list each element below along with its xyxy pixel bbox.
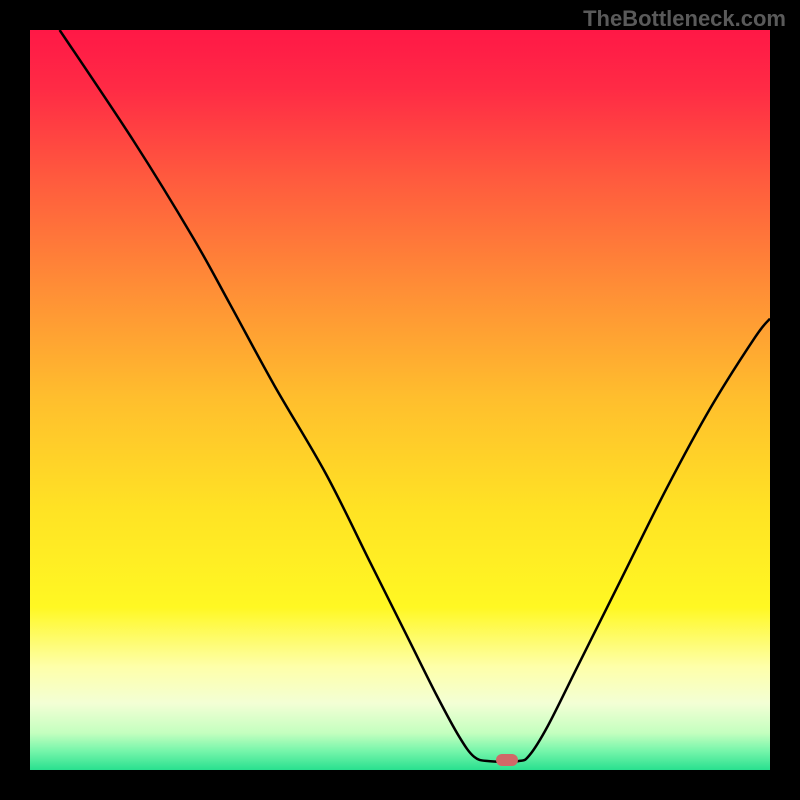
watermark-text: TheBottleneck.com (583, 6, 786, 32)
chart-plot-area (30, 30, 770, 770)
bottleneck-curve (30, 30, 770, 770)
optimum-marker (496, 754, 518, 766)
